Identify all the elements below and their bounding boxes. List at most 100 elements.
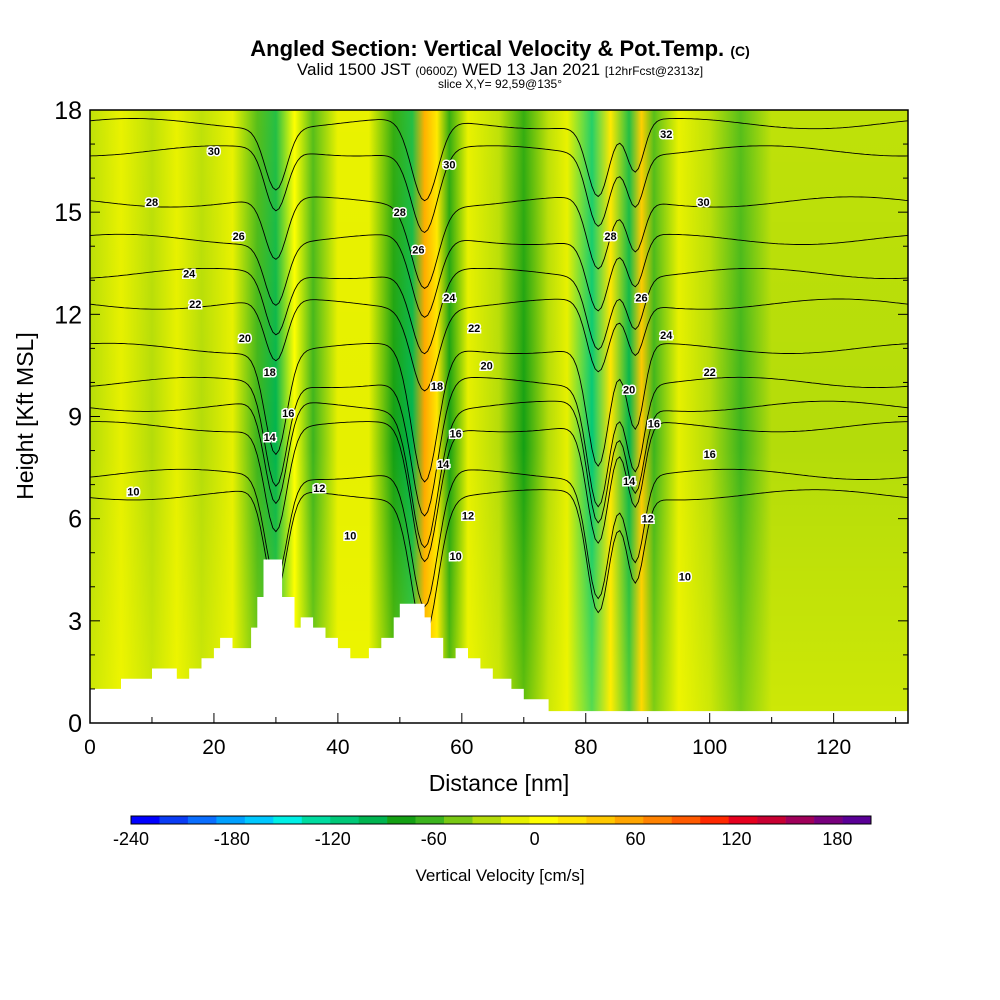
colorbar-swatch	[586, 816, 616, 824]
theta-contour-28	[90, 196, 908, 289]
colorbar-swatch	[842, 816, 872, 824]
contour-label: 18	[431, 381, 443, 393]
x-tick-label: 20	[202, 736, 225, 759]
copyright-mark: (C)	[730, 43, 750, 59]
velocity-field-shading	[90, 110, 908, 723]
colorbar-swatch	[529, 816, 559, 824]
contour-label: 14	[264, 432, 277, 444]
contour-label: 16	[648, 418, 660, 430]
x-tick-label: 0	[84, 736, 96, 759]
colorbar-swatch	[216, 816, 246, 824]
colorbar-swatch	[159, 816, 189, 824]
contour-label: 22	[189, 299, 201, 311]
contour-label: 14	[623, 476, 636, 488]
contour-label: 26	[233, 231, 245, 243]
contour-label: 20	[239, 333, 251, 345]
colorbar-tick-label: 120	[721, 829, 751, 849]
theta-contour-32	[90, 118, 908, 202]
theta-contour-26	[90, 233, 908, 318]
x-tick-label: 60	[450, 736, 473, 759]
colorbar-swatch	[814, 816, 843, 824]
slice-info: slice X,Y= 92,59@135°	[437, 77, 563, 91]
contour-label: 22	[704, 367, 716, 379]
y-tick-label: 3	[68, 608, 82, 636]
contour-label: 16	[449, 429, 461, 441]
theta-contour-18	[90, 376, 908, 517]
contour-label: 12	[462, 510, 474, 522]
plot-area: 10 10 10 10 12 12 12 14 14 14 16 16 16 16 18 18 20 20 20 22…	[90, 110, 908, 723]
chart-title: Angled Section: Vertical Velocity & Pot.…	[0, 36, 1000, 62]
colorbar-tick-label: -240	[113, 829, 149, 849]
y-axis: 0 3 6 9 12 15 18	[54, 97, 908, 738]
colorbar-swatch	[501, 816, 530, 824]
colorbar-swatch	[757, 816, 786, 824]
colorbar-tick-label: 0	[530, 829, 540, 849]
colorbar-swatch	[187, 816, 217, 824]
title-text: Angled Section: Vertical Velocity & Pot.…	[250, 36, 725, 61]
contour-label: 24	[443, 292, 456, 304]
x-tick-label: 40	[326, 736, 349, 759]
theta-contour-30	[90, 145, 908, 234]
x-tick-label: 120	[816, 736, 851, 759]
contour-label: 12	[313, 483, 325, 495]
colorbar-swatch	[358, 816, 388, 824]
contour-label: 10	[679, 572, 691, 584]
colorbar-swatch	[387, 816, 416, 824]
colorbar-swatch	[301, 816, 331, 824]
theta-contour-16	[90, 400, 908, 549]
theta-contour-10	[90, 489, 908, 637]
x-tick-label: 80	[574, 736, 597, 759]
valid-date: WED 13 Jan 2021	[462, 60, 601, 79]
contour-label: 20	[480, 360, 492, 372]
colorbar-tick-label: -60	[421, 829, 447, 849]
y-tick-label: 12	[54, 301, 82, 329]
colorbar-swatch	[557, 816, 587, 824]
contour-label: 30	[208, 146, 220, 158]
colorbar-label: Vertical Velocity [cm/s]	[415, 866, 584, 885]
contour-label: 24	[660, 330, 673, 342]
colorbar-tick-label: -120	[315, 829, 351, 849]
forecast-info: [12hrFcst@2313z]	[604, 64, 704, 78]
x-tick-label: 100	[692, 736, 727, 759]
contour-label: 26	[635, 292, 647, 304]
colorbar-swatch	[728, 816, 758, 824]
contour-labels: 10 10 10 10 12 12 12 14 14 14 16 16 16 16 18 18 20 20 20 22…	[126, 127, 718, 585]
contour-label: 16	[704, 449, 716, 461]
colorbar-swatch	[444, 816, 473, 824]
contour-label: 16	[282, 408, 294, 420]
contour-label: 10	[127, 486, 139, 498]
colorbar-swatch	[273, 816, 303, 824]
contour-label: 10	[449, 551, 461, 563]
colorbar-swatch	[472, 816, 502, 824]
theta-contours	[90, 118, 908, 637]
theta-contour-22	[90, 298, 908, 392]
colorbar-swatch	[785, 816, 815, 824]
theta-contour-20	[90, 342, 908, 483]
contour-label: 14	[437, 459, 450, 471]
terrain	[90, 559, 908, 723]
colorbar-swatch	[643, 816, 673, 824]
contour-label: 12	[642, 514, 654, 526]
colorbar-frame	[130, 815, 872, 825]
valid-time: Valid 1500 JST	[296, 60, 411, 79]
theta-contour-12	[90, 468, 908, 608]
contour-label: 28	[604, 231, 616, 243]
contour-label: 26	[412, 245, 424, 257]
colorbar-swatch	[244, 816, 274, 824]
y-tick-label: 0	[68, 710, 82, 738]
colorbar-swatch	[131, 816, 160, 824]
colorbar-tick-label: 60	[625, 829, 645, 849]
x-axis: 0 20 40 60 80 100 120	[84, 713, 897, 759]
colorbar-swatch	[700, 816, 729, 824]
colorbar-tick-label: 180	[822, 829, 852, 849]
contour-label: 28	[146, 197, 158, 209]
y-tick-label: 6	[68, 506, 82, 534]
y-axis-label: Height [Kft MSL]	[12, 332, 38, 499]
y-tick-label: 18	[54, 97, 82, 125]
colorbar-swatch	[330, 816, 359, 824]
y-tick-label: 9	[68, 404, 82, 432]
contour-label: 10	[344, 531, 356, 543]
valid-time-line: Valid 1500 JST (0600Z) WED 13 Jan 2021 […	[0, 60, 1000, 80]
contour-label: 30	[697, 197, 709, 209]
